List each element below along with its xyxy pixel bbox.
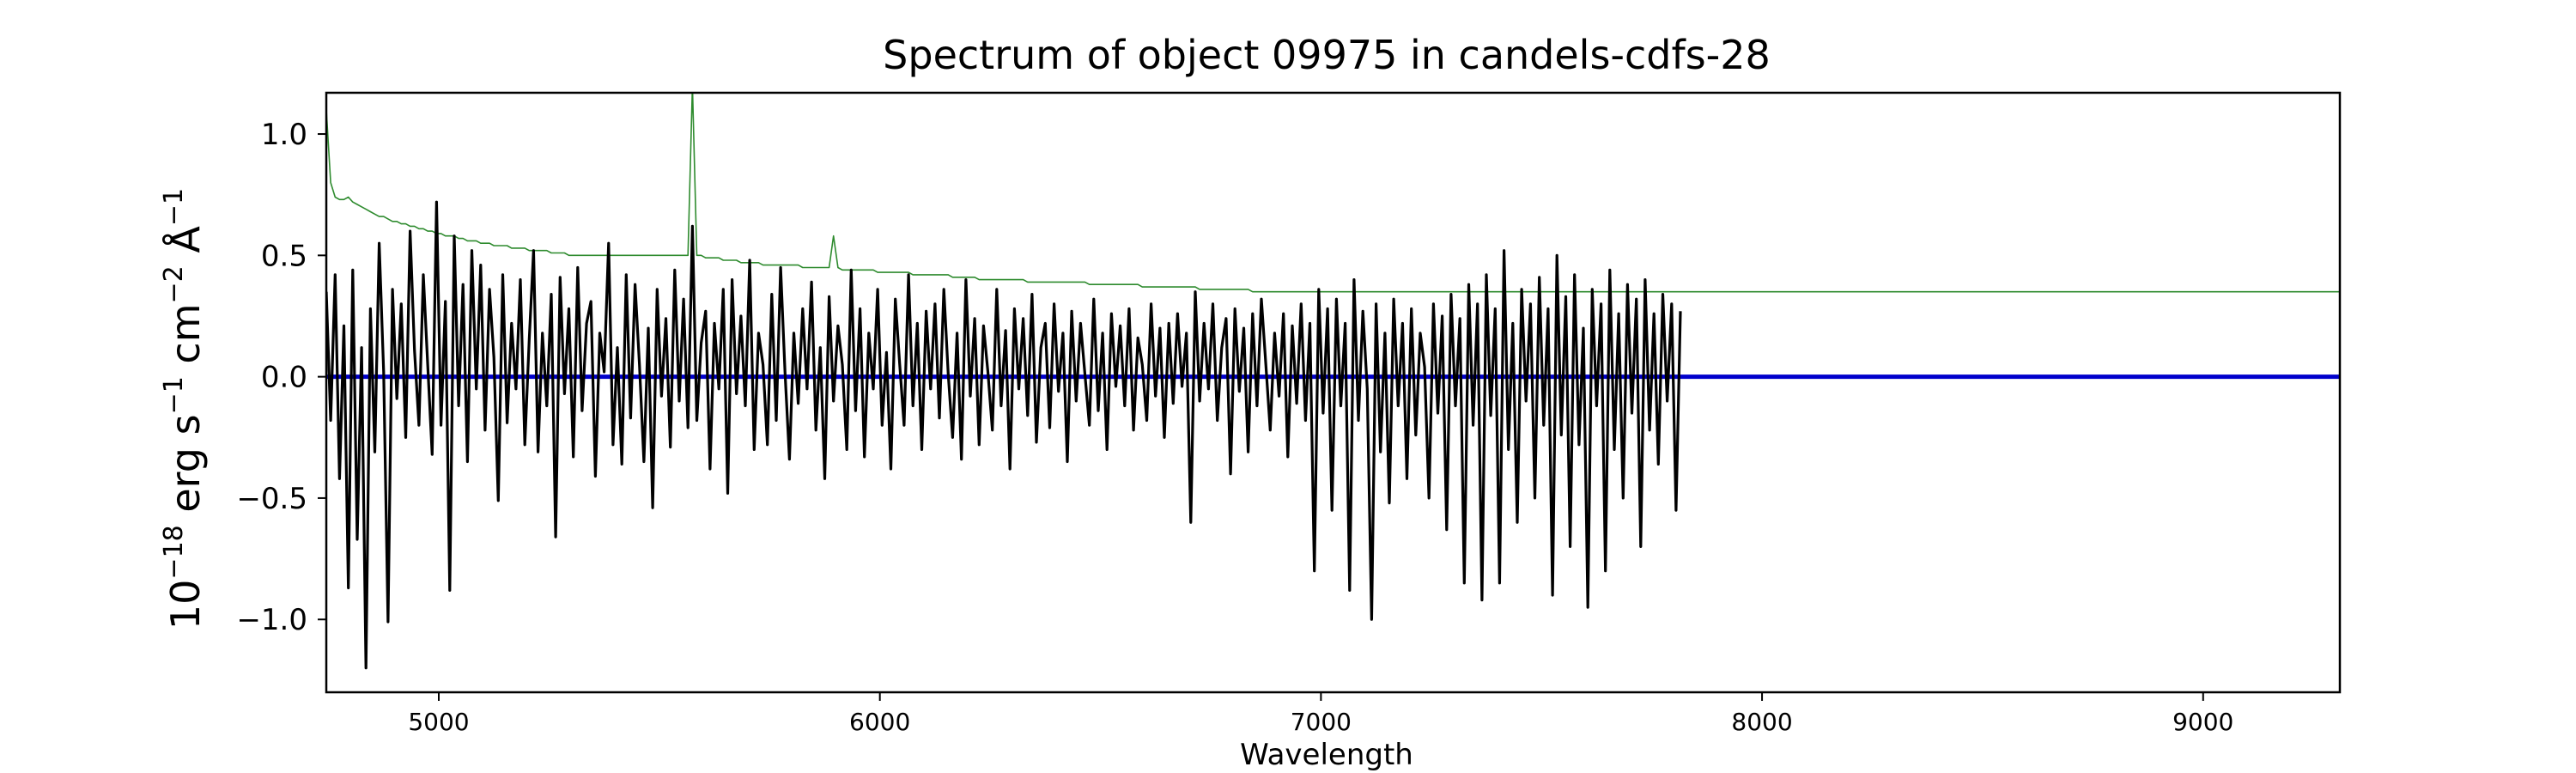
y-axis-label-erg: erg s: [162, 414, 209, 525]
x-tick-label: 7000: [1291, 708, 1352, 736]
series-group: [326, 93, 2340, 670]
plot-frame: [325, 91, 2342, 694]
y-axis-label-exp-cm: −2: [159, 265, 189, 303]
y-axis-label-cm: cm: [162, 303, 209, 376]
y-tick-label: 0.5: [261, 239, 307, 273]
x-tick-label: 9000: [2172, 708, 2233, 736]
chart-title: Spectrum of object 09975 in candels-cdfs…: [883, 32, 1771, 78]
y-tick-label: 1.0: [261, 118, 307, 152]
flux-series-line: [326, 200, 1682, 670]
y-tick-label: −0.5: [236, 482, 307, 516]
x-tick-label: 6000: [849, 708, 910, 736]
x-tick-label: 5000: [408, 708, 469, 736]
plot-area: 5000 6000 7000 8000 9000 1.0 0.5 0.0 −0.5 −1.0: [236, 91, 2342, 736]
x-axis-label: Wavelength: [1240, 738, 1413, 772]
y-axis-label: 10−18 erg s−1 cm−2 Å−1: [159, 188, 209, 630]
x-tick-label: 8000: [1731, 708, 1792, 736]
y-axis-label-exp-a: −1: [159, 188, 189, 226]
error-series-line: [326, 93, 2340, 293]
y-axis-label-angstrom: Å: [162, 226, 209, 266]
y-axis-label-exp-base: −18: [159, 525, 189, 579]
y-axis-label-exp-s: −1: [159, 376, 189, 414]
y-tick-label: 0.0: [261, 361, 307, 395]
y-axis-label-base: 10: [162, 580, 209, 630]
y-tick-label: −1.0: [236, 603, 307, 637]
